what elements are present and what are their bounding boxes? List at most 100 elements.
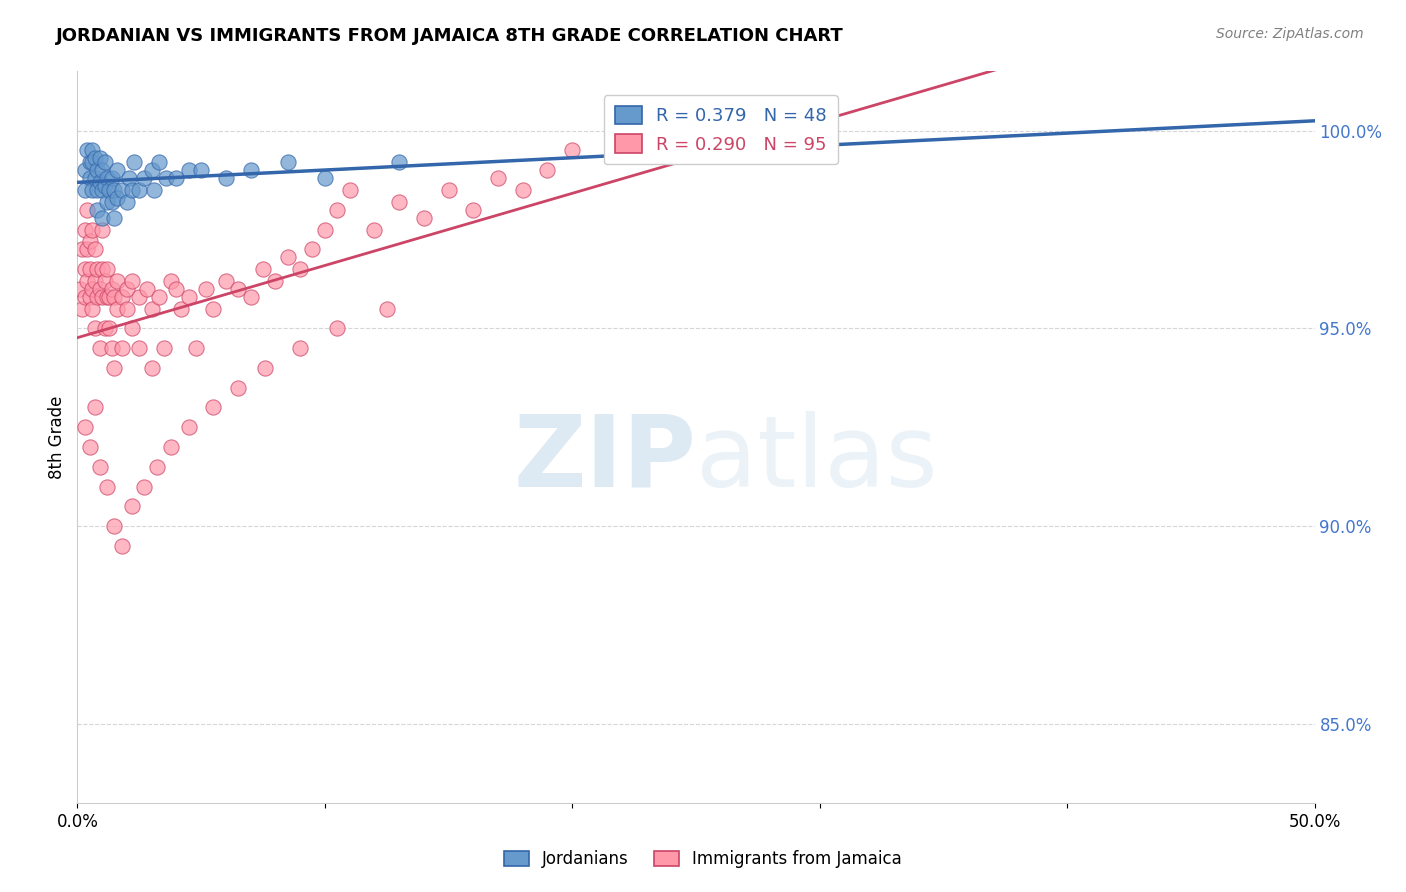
Point: [128, 290, 150, 304]
Point: [111, 539, 134, 553]
Point: [83, 274, 105, 288]
Point: [254, 360, 277, 375]
Point: [148, 290, 170, 304]
Point: [93, 155, 115, 169]
Point: [252, 262, 274, 277]
Point: [202, 401, 225, 415]
Point: [91, 163, 114, 178]
Point: [86, 202, 108, 217]
Point: [72, 242, 94, 256]
Point: [165, 171, 187, 186]
Point: [101, 282, 124, 296]
Point: [215, 171, 238, 186]
Point: [412, 211, 434, 225]
Point: [82, 301, 104, 316]
Text: JORDANIAN VS IMMIGRANTS FROM JAMAICA 8TH GRADE CORRELATION CHART: JORDANIAN VS IMMIGRANTS FROM JAMAICA 8TH…: [56, 27, 844, 45]
Point: [96, 290, 118, 304]
Point: [91, 262, 114, 277]
Text: ZIP: ZIP: [513, 410, 696, 508]
Point: [326, 321, 349, 335]
Point: [135, 282, 157, 296]
Point: [103, 183, 125, 197]
Point: [134, 171, 156, 186]
Point: [98, 183, 121, 197]
Point: [226, 282, 249, 296]
Point: [82, 282, 104, 296]
Point: [76, 242, 98, 256]
Point: [195, 282, 218, 296]
Point: [96, 479, 118, 493]
Point: [134, 479, 156, 493]
Point: [76, 144, 98, 158]
Point: [103, 360, 125, 375]
Point: [561, 144, 583, 158]
Point: [79, 440, 101, 454]
Point: [82, 183, 104, 197]
Point: [86, 163, 108, 178]
Point: [121, 183, 143, 197]
Point: [153, 341, 176, 355]
Point: [115, 194, 138, 209]
Point: [89, 152, 111, 166]
Point: [215, 274, 238, 288]
Point: [79, 155, 101, 169]
Point: [536, 163, 558, 178]
Point: [165, 282, 187, 296]
Point: [512, 183, 534, 197]
Point: [96, 171, 118, 186]
Point: [89, 282, 111, 296]
Point: [121, 274, 143, 288]
Point: [388, 194, 411, 209]
Point: [76, 274, 98, 288]
Point: [103, 211, 125, 225]
Point: [177, 290, 200, 304]
Point: [202, 301, 225, 316]
Point: [184, 341, 207, 355]
Point: [86, 183, 108, 197]
Point: [73, 163, 96, 178]
Point: [79, 235, 101, 249]
Text: atlas: atlas: [696, 410, 938, 508]
Point: [79, 290, 101, 304]
Point: [128, 341, 150, 355]
Point: [226, 381, 249, 395]
Point: [121, 500, 143, 514]
Point: [375, 301, 398, 316]
Point: [363, 222, 385, 236]
Point: [101, 341, 124, 355]
Point: [89, 459, 111, 474]
Point: [122, 155, 145, 169]
Point: [145, 459, 167, 474]
Point: [73, 262, 96, 277]
Point: [93, 321, 115, 335]
Point: [301, 242, 323, 256]
Point: [437, 183, 460, 197]
Point: [96, 194, 118, 209]
Legend: R = 0.379   N = 48, R = 0.290   N = 95: R = 0.379 N = 48, R = 0.290 N = 95: [603, 95, 838, 164]
Point: [105, 163, 128, 178]
Point: [93, 274, 115, 288]
Point: [141, 360, 163, 375]
Point: [314, 222, 336, 236]
Point: [82, 144, 104, 158]
Point: [83, 321, 105, 335]
Point: [277, 250, 299, 264]
Point: [115, 301, 138, 316]
Point: [73, 420, 96, 434]
Point: [160, 440, 183, 454]
Legend: Jordanians, Immigrants from Jamaica: Jordanians, Immigrants from Jamaica: [498, 844, 908, 875]
Point: [239, 290, 262, 304]
Point: [463, 202, 485, 217]
Point: [288, 262, 311, 277]
Point: [128, 183, 150, 197]
Point: [105, 191, 128, 205]
Point: [69, 282, 91, 296]
Point: [73, 183, 96, 197]
Point: [82, 155, 104, 169]
Point: [111, 290, 134, 304]
Point: [101, 171, 124, 186]
Point: [155, 171, 177, 186]
Point: [288, 341, 311, 355]
Point: [264, 274, 287, 288]
Point: [86, 262, 108, 277]
